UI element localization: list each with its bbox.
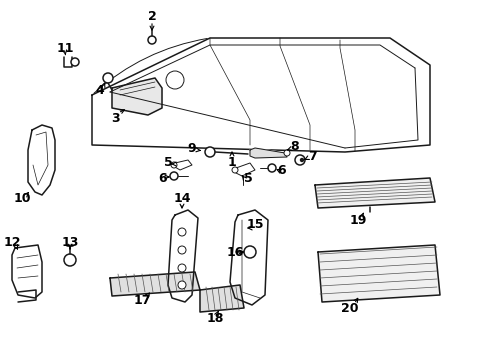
Circle shape xyxy=(300,158,303,162)
Polygon shape xyxy=(230,210,268,305)
Polygon shape xyxy=(200,285,244,312)
Text: 6: 6 xyxy=(278,163,286,176)
Text: 11: 11 xyxy=(56,41,74,54)
Text: 18: 18 xyxy=(206,311,224,324)
Text: 6: 6 xyxy=(159,171,167,184)
Polygon shape xyxy=(315,178,435,208)
Circle shape xyxy=(103,73,113,83)
Polygon shape xyxy=(28,125,55,195)
FancyArrowPatch shape xyxy=(94,39,207,93)
Circle shape xyxy=(178,264,186,272)
Text: 15: 15 xyxy=(246,219,264,231)
Circle shape xyxy=(244,246,256,258)
Circle shape xyxy=(295,155,305,165)
Text: 10: 10 xyxy=(13,192,31,204)
Polygon shape xyxy=(12,245,42,298)
Circle shape xyxy=(268,164,276,172)
Circle shape xyxy=(232,167,238,173)
Text: 12: 12 xyxy=(3,237,21,249)
Circle shape xyxy=(178,281,186,289)
Circle shape xyxy=(178,228,186,236)
Circle shape xyxy=(170,172,178,180)
Text: 2: 2 xyxy=(147,9,156,22)
Text: 8: 8 xyxy=(291,140,299,153)
Circle shape xyxy=(284,150,290,156)
Text: 4: 4 xyxy=(96,84,104,96)
Circle shape xyxy=(178,246,186,254)
Text: 7: 7 xyxy=(308,150,317,163)
Circle shape xyxy=(64,254,76,266)
Text: 13: 13 xyxy=(61,235,79,248)
Text: 19: 19 xyxy=(349,213,367,226)
Circle shape xyxy=(166,71,184,89)
Text: 14: 14 xyxy=(173,192,191,204)
Text: 9: 9 xyxy=(188,141,196,154)
Text: 5: 5 xyxy=(164,157,172,170)
Circle shape xyxy=(205,147,215,157)
Polygon shape xyxy=(168,210,198,302)
Text: 1: 1 xyxy=(228,156,236,168)
Polygon shape xyxy=(175,160,192,170)
Polygon shape xyxy=(112,78,162,115)
Polygon shape xyxy=(92,38,430,152)
Circle shape xyxy=(148,36,156,44)
Text: 17: 17 xyxy=(133,293,151,306)
Polygon shape xyxy=(236,163,255,176)
Polygon shape xyxy=(110,272,200,296)
Text: 20: 20 xyxy=(341,302,359,315)
Text: 16: 16 xyxy=(226,246,244,258)
Polygon shape xyxy=(250,148,287,158)
Polygon shape xyxy=(318,245,440,302)
Circle shape xyxy=(171,162,177,168)
Circle shape xyxy=(71,58,79,66)
Text: 3: 3 xyxy=(111,112,119,125)
Text: 5: 5 xyxy=(244,171,252,184)
